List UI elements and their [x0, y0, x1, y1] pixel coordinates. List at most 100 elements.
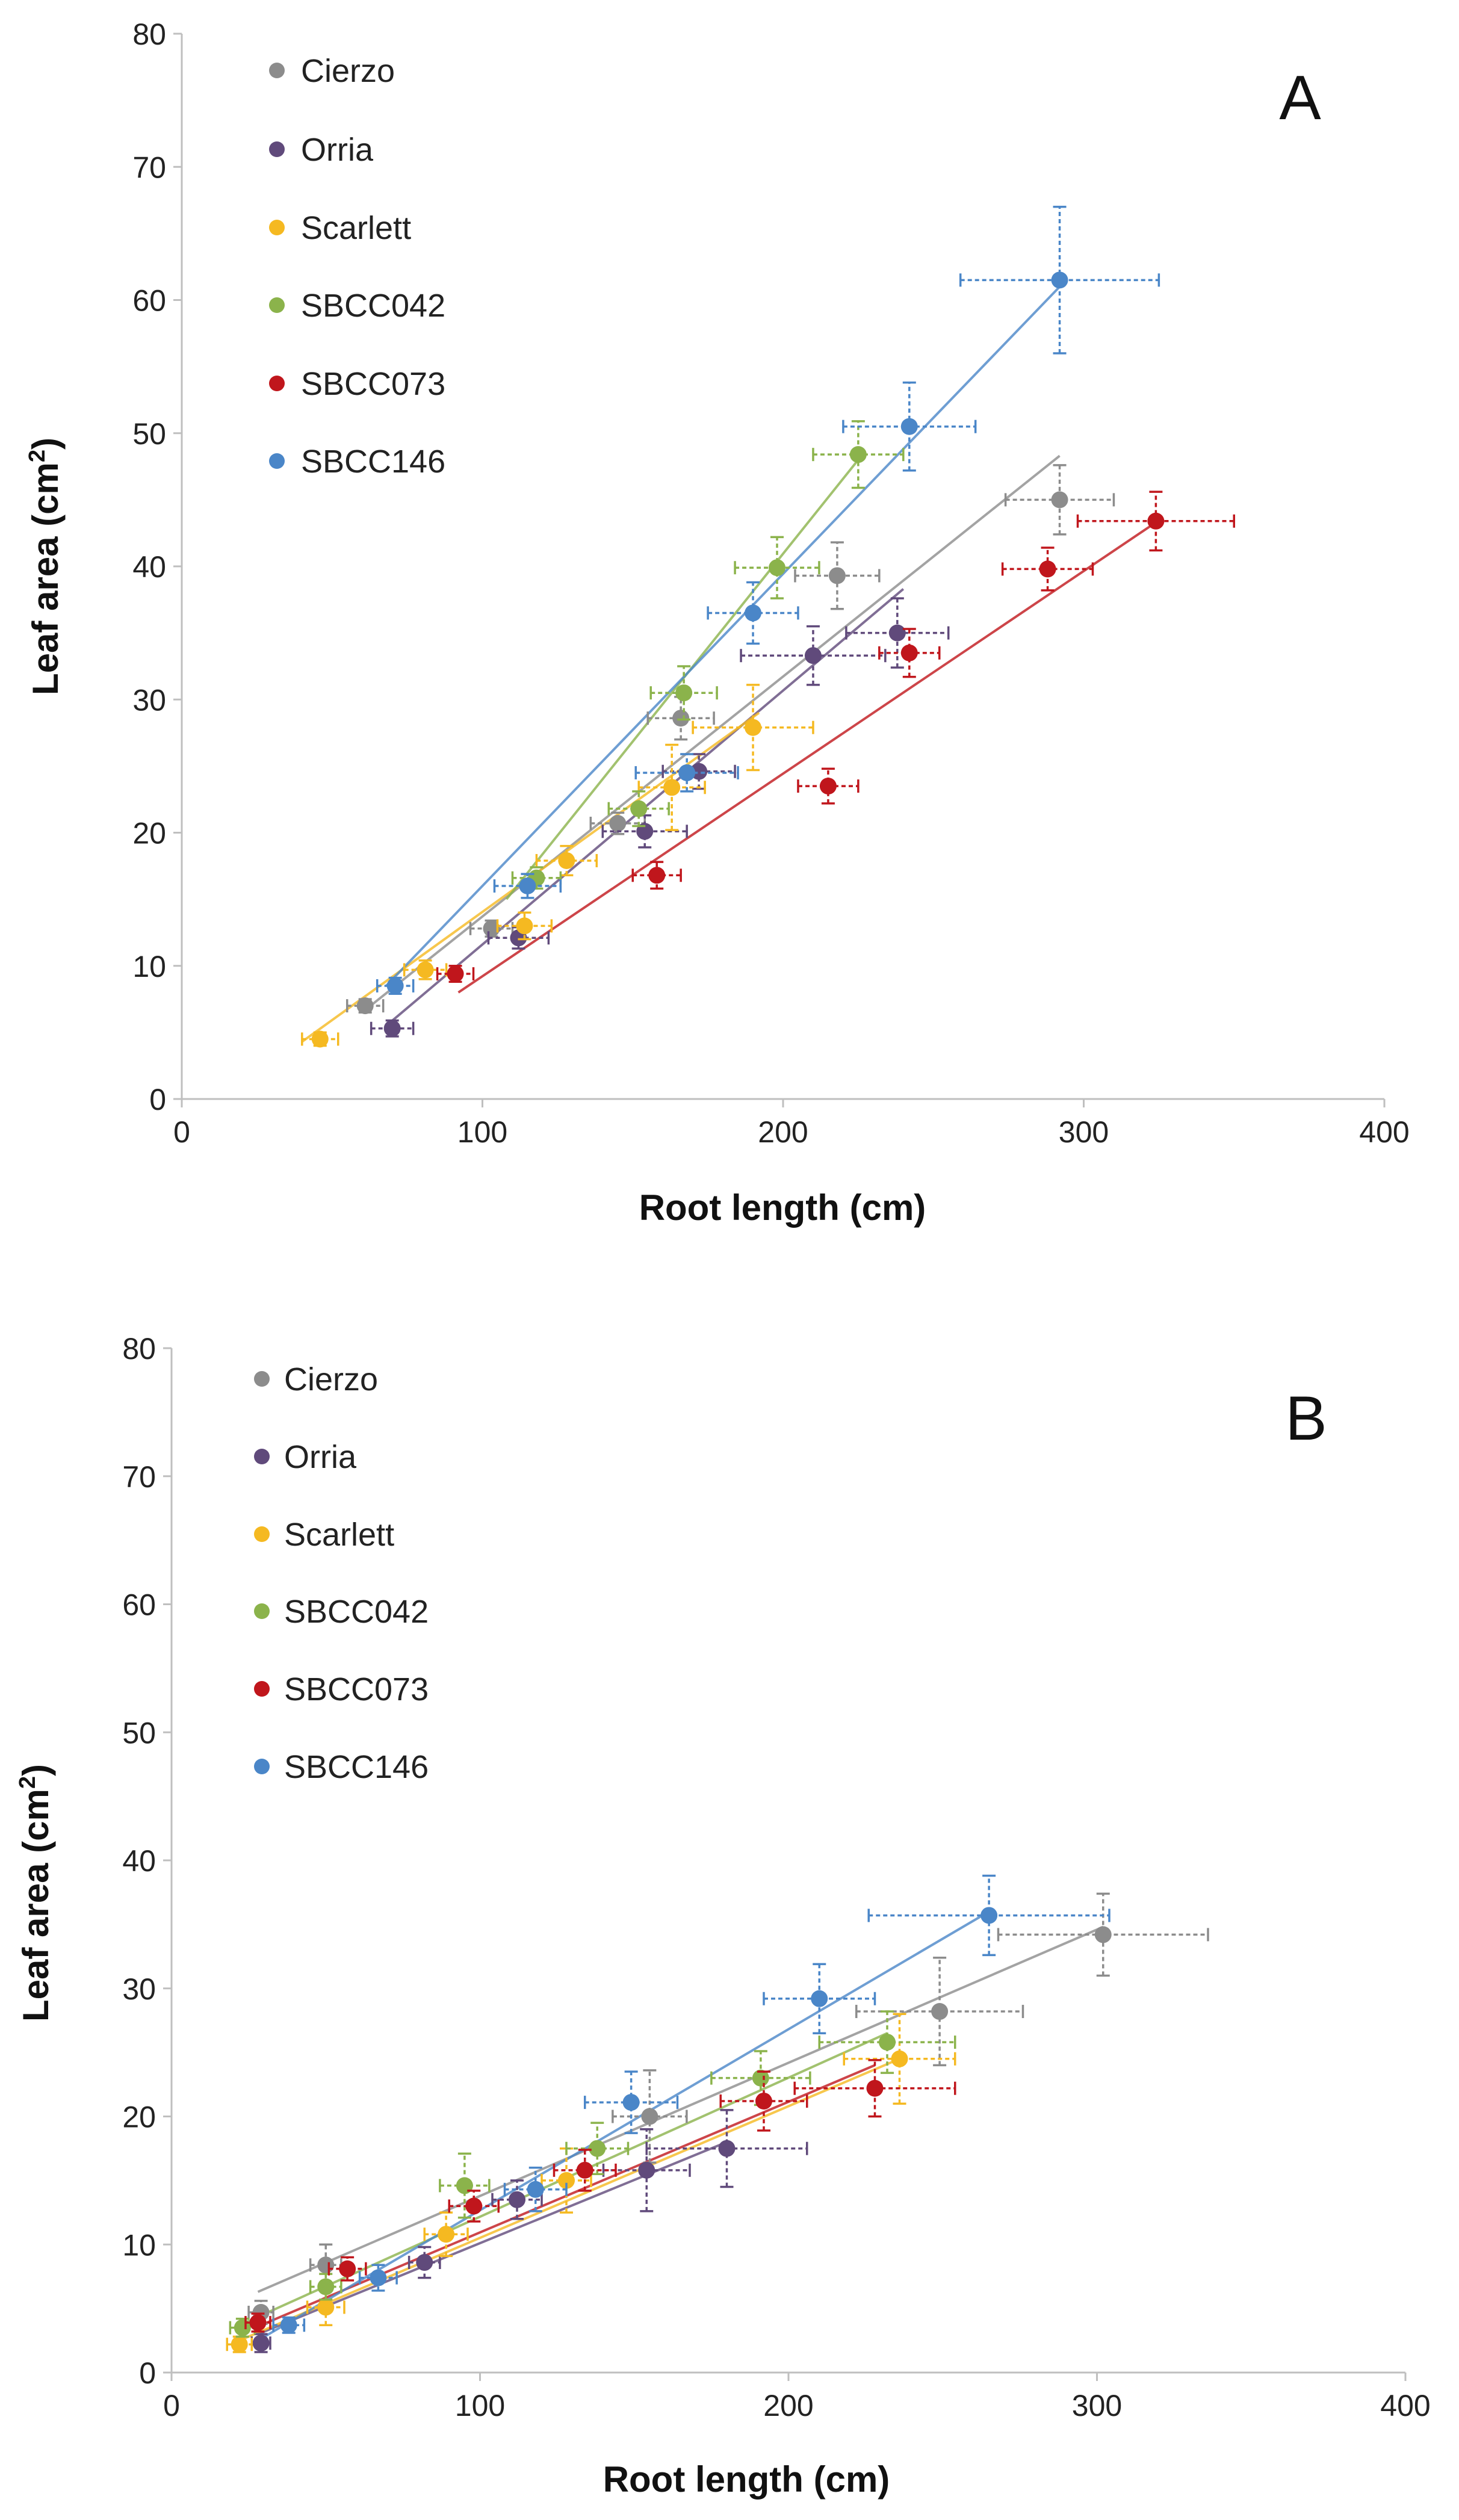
panel-b-errorbar-sbcc146-4: [763, 1963, 876, 2034]
panel-a-markers: [301, 205, 1235, 1048]
panel-b-legend-label-sbcc146: SBCC146: [284, 1749, 429, 1785]
panel-b-point-sbcc146-1: [370, 2269, 387, 2286]
panel-a-point-cierzo-0: [356, 997, 374, 1015]
panel-b-y-tick-label-40: 40: [122, 1844, 156, 1878]
panel-a-legend-item-orria: Orria: [269, 132, 374, 168]
panel-b-ticks: 0 100 200 300 400 0 10 20 30 40 50 60 70 80: [122, 1332, 1430, 2422]
panel-b: 0 100 200 300 400 0 10 20 30 40 50 60 70 80 Root leng…: [15, 1332, 1431, 2500]
panel-a-point-scarlett-5: [745, 719, 762, 736]
panel-b-point-sbcc146-0: [280, 2317, 297, 2334]
panel-a-point-sbcc042-2: [675, 684, 693, 702]
panel-b-point-sbcc073-4: [755, 2092, 772, 2110]
panel-a-x-tick-label-400: 400: [1359, 1115, 1409, 1149]
panel-a-legend-marker-cierzo: [269, 63, 285, 78]
panel-b-point-orria-1: [416, 2254, 433, 2271]
panel-a-letter: A: [1279, 63, 1321, 133]
panel-b-point-scarlett-2: [438, 2226, 455, 2243]
panel-b-y-axis-title-close: ): [16, 1764, 56, 1776]
panel-b-point-cierzo-1: [317, 2256, 335, 2274]
panel-a-legend-label-orria: Orria: [301, 132, 374, 168]
panel-a-trendline-cierzo: [361, 454, 1061, 1014]
panel-b-y-axis-title-superscript: 2: [15, 1776, 40, 1789]
panel-a-point-orria-0: [383, 1020, 401, 1037]
panel-a-point-scarlett-1: [417, 961, 434, 979]
panel-b-point-orria-3: [638, 2161, 655, 2179]
panel-b-point-sbcc073-3: [576, 2161, 593, 2179]
panel-b-legend-label-orria: Orria: [284, 1439, 357, 1475]
panel-a-y-axis-title-main: Leaf area (cm: [25, 462, 66, 695]
panel-a-legend-marker-orria: [269, 141, 285, 157]
panel-b-point-sbcc073-0: [249, 2314, 267, 2332]
panel-a-y-axis-title: Leaf area (cm2): [25, 438, 66, 695]
panel-a-trendline-sbcc073: [457, 521, 1157, 994]
panel-a-point-sbcc073-5: [1147, 512, 1165, 530]
panel-b-y-tick-label-0: 0: [139, 2356, 156, 2390]
panel-a-y-tick-label-20: 20: [132, 817, 166, 850]
panel-b-y-tick-label-50: 50: [122, 1716, 156, 1750]
panel-b-x-tick-label-300: 300: [1072, 2389, 1122, 2422]
panel-a-point-sbcc146-5: [1051, 271, 1068, 289]
panel-a-point-sbcc073-2: [819, 778, 837, 795]
panel-a-legend-item-scarlett: Scarlett: [269, 210, 411, 246]
panel-b-point-sbcc042-1: [317, 2278, 335, 2296]
panel-b-legend-label-sbcc073: SBCC073: [284, 1671, 429, 1707]
panel-b-point-orria-0: [252, 2335, 270, 2352]
panel-a-point-sbcc146-1: [519, 878, 536, 894]
panel-b-legend-label-cierzo: Cierzo: [284, 1361, 378, 1398]
panel-a-point-sbcc042-4: [849, 446, 867, 463]
panel-b-y-axis-title: Leaf area (cm2): [15, 1764, 56, 2022]
panel-b-letter: B: [1285, 1384, 1327, 1453]
panel-a-legend-label-sbcc042: SBCC042: [301, 288, 445, 324]
panel-a-x-tick-label-100: 100: [457, 1115, 507, 1149]
panel-b-point-orria-2: [509, 2191, 525, 2208]
panel-a-point-sbcc073-0: [447, 965, 464, 983]
panel-a-x-tick-label-200: 200: [758, 1115, 808, 1149]
panel-a-y-axis-title-close: ): [25, 438, 66, 450]
panel-a-y-tick-label-80: 80: [132, 17, 166, 51]
panel-b-point-sbcc073-5: [866, 2079, 884, 2097]
panel-b-legend-item-sbcc146: SBCC146: [254, 1749, 429, 1785]
panel-b-point-scarlett-3: [558, 2172, 575, 2189]
panel-a-point-orria-5: [888, 624, 906, 642]
panel-a-point-cierzo-4: [828, 567, 846, 584]
panel-b-legend-item-scarlett: Scarlett: [254, 1517, 394, 1553]
panel-a-point-orria-4: [804, 647, 822, 664]
panel-a-legend-item-sbcc042: SBCC042: [269, 288, 445, 324]
panel-b-point-sbcc073-1: [339, 2260, 356, 2277]
panel-b-legend-marker-scarlett: [254, 1526, 270, 1542]
panel-b-x-tick-label-200: 200: [763, 2389, 813, 2422]
panel-a-point-scarlett-0: [311, 1030, 329, 1048]
panel-a-legend-item-sbcc146: SBCC146: [269, 444, 445, 480]
panel-b-point-sbcc146-2: [527, 2181, 544, 2198]
panel-a-legend-label-sbcc073: SBCC073: [301, 366, 445, 402]
panel-b-legend-item-sbcc042: SBCC042: [254, 1594, 429, 1630]
panel-b-x-tick-label-0: 0: [163, 2389, 180, 2422]
panel-a-point-sbcc073-1: [648, 867, 666, 884]
panel-a-point-sbcc073-3: [900, 644, 918, 661]
panel-b-legend-item-orria: Orria: [254, 1439, 357, 1475]
panel-b-legend-item-cierzo: Cierzo: [254, 1361, 378, 1398]
panel-b-y-tick-label-70: 70: [122, 1460, 156, 1494]
panel-b-trendline-cierzo: [257, 1925, 1104, 2293]
panel-a-point-cierzo-5: [1051, 491, 1068, 509]
panel-a-point-sbcc146-0: [386, 977, 404, 994]
panel-a-point-sbcc146-4: [900, 418, 918, 435]
panel-b-point-cierzo-2: [641, 2108, 658, 2125]
panel-a-trendline-sbcc146: [385, 285, 1061, 987]
panel-a-legend-marker-sbcc146: [269, 453, 285, 469]
panel-a-legend-item-sbcc073: SBCC073: [269, 366, 445, 402]
panel-b-point-sbcc146-3: [622, 2094, 640, 2111]
panel-b-y-tick-label-30: 30: [122, 1972, 156, 2006]
panel-b-x-axis-title: Root length (cm): [603, 2459, 890, 2500]
panel-a-y-tick-label-50: 50: [132, 417, 166, 451]
panel-a-y-tick-label-0: 0: [149, 1083, 166, 1116]
panel-a-y-tick-label-40: 40: [132, 550, 166, 584]
panel-b-legend-marker-sbcc042: [254, 1603, 270, 1619]
panel-b-x-tick-label-400: 400: [1380, 2389, 1430, 2422]
panel-b-legend-label-sbcc042: SBCC042: [284, 1594, 429, 1630]
panel-a-y-tick-label-70: 70: [132, 150, 166, 184]
panel-a-point-scarlett-3: [558, 852, 575, 869]
panel-a-point-sbcc146-2: [678, 764, 696, 781]
panel-b-point-scarlett-0: [231, 2336, 248, 2353]
panel-b-point-sbcc042-4: [752, 2069, 769, 2087]
